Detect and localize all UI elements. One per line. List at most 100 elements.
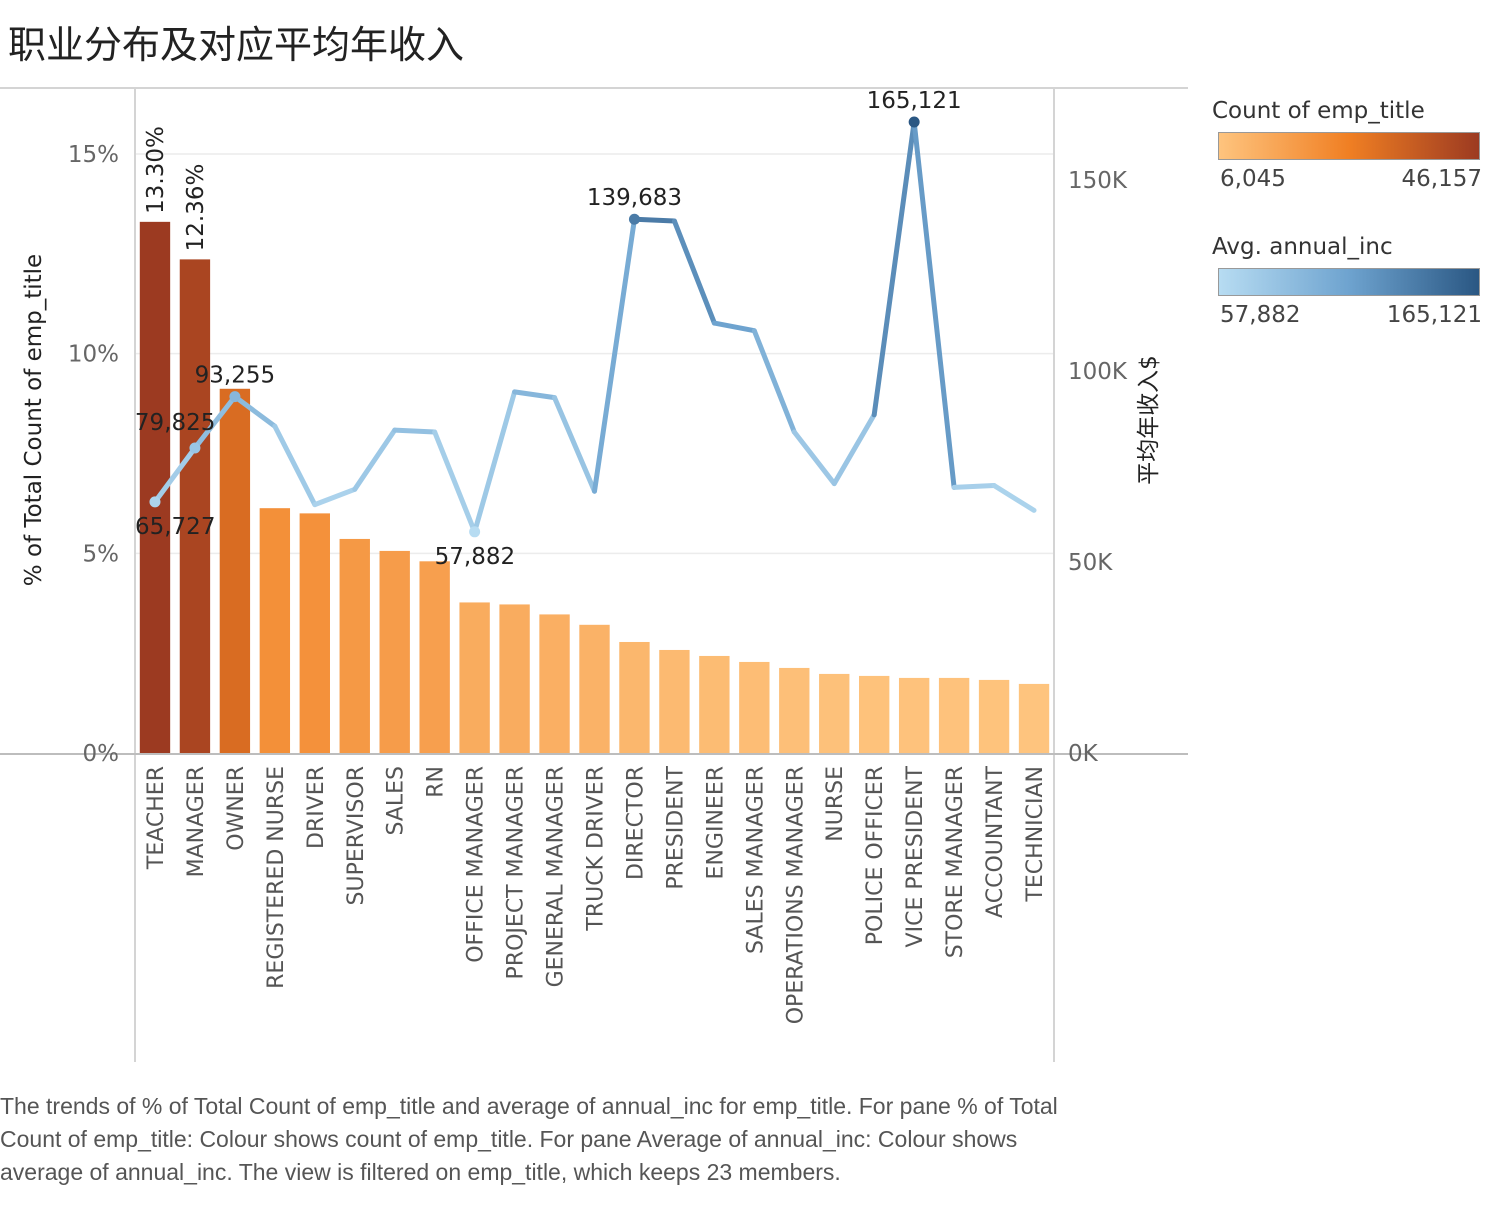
x-tick-label: REGISTERED NURSE bbox=[264, 766, 289, 989]
bar-truck-driver bbox=[579, 624, 610, 753]
x-tick-label: PROJECT MANAGER bbox=[504, 766, 529, 979]
line-point bbox=[189, 442, 201, 454]
line-segment bbox=[192, 394, 238, 451]
line-data-label: 93,255 bbox=[195, 363, 275, 389]
bar-office-manager bbox=[459, 602, 490, 753]
y2-tick-label: 0K bbox=[1068, 741, 1099, 767]
legend-count-max: 46,157 bbox=[1401, 166, 1482, 192]
bar-sales bbox=[379, 550, 410, 753]
line-segment bbox=[512, 389, 558, 401]
bar-police-officer bbox=[859, 675, 890, 753]
y-axis-title: % of Total Count of emp_title bbox=[21, 254, 47, 586]
bar-project-manager bbox=[499, 604, 530, 753]
bar-president bbox=[659, 649, 690, 753]
line-segment bbox=[472, 389, 518, 535]
x-tick-label: PRESIDENT bbox=[663, 765, 688, 889]
x-tick-label: STORE MANAGER bbox=[943, 766, 968, 958]
chart-title: 职业分布及对应平均年收入 bbox=[8, 23, 465, 67]
x-tick-label: SALES bbox=[384, 766, 409, 836]
line-data-label: 139,683 bbox=[587, 185, 682, 211]
line-segment bbox=[352, 427, 398, 492]
x-tick-label: MANAGER bbox=[184, 766, 209, 877]
x-tick-label: DRIVER bbox=[304, 766, 329, 849]
y2-axis-title: 平均年收入$ bbox=[1136, 355, 1162, 485]
line-segment bbox=[991, 482, 1037, 513]
bar-vice-president bbox=[898, 677, 930, 753]
line-segment bbox=[592, 216, 637, 494]
legend-count-gradient bbox=[1218, 132, 1480, 160]
line-segment bbox=[432, 429, 478, 535]
line-point bbox=[229, 391, 241, 403]
line-segment bbox=[552, 395, 597, 494]
bar-store-manager bbox=[938, 677, 970, 753]
income-line bbox=[149, 116, 1037, 538]
bar-sales-manager bbox=[739, 661, 770, 753]
y-tick-label: 0% bbox=[83, 741, 120, 767]
bar-manager bbox=[179, 259, 211, 753]
x-tick-label: GENERAL MANAGER bbox=[544, 766, 569, 987]
x-tick-label: DIRECTOR bbox=[623, 766, 648, 880]
x-tick-label: TECHNICIAN bbox=[1023, 766, 1048, 903]
y-tick-label: 15% bbox=[68, 142, 119, 168]
legend-income: Avg. annual_inc 57,882 165,121 bbox=[1212, 234, 1484, 328]
x-tick-label: OFFICE MANAGER bbox=[464, 766, 489, 963]
bar-general-manager bbox=[539, 614, 570, 753]
bar-nurse bbox=[819, 673, 850, 753]
line-segment bbox=[392, 427, 438, 435]
legend-income-max: 165,121 bbox=[1386, 302, 1482, 328]
line-segment bbox=[831, 412, 877, 487]
bar-data-label: 12.36% bbox=[183, 164, 209, 252]
line-data-label: 57,882 bbox=[435, 544, 515, 570]
x-tick-label: SALES MANAGER bbox=[743, 766, 768, 954]
y2-tick-label: 100K bbox=[1068, 359, 1128, 385]
chart-frame bbox=[0, 87, 1188, 1062]
bar-technician bbox=[1018, 683, 1050, 753]
x-tick-label: SUPERVISOR bbox=[344, 766, 369, 905]
x-tick-label: TRUCK DRIVER bbox=[584, 766, 609, 932]
line-segment bbox=[911, 119, 957, 490]
y2-tick-label: 50K bbox=[1068, 550, 1113, 576]
x-tick-label: OWNER bbox=[224, 766, 249, 851]
bar-engineer bbox=[699, 655, 730, 753]
legend-income-title: Avg. annual_inc bbox=[1212, 234, 1393, 260]
bar-rn bbox=[419, 561, 450, 753]
bar-supervisor bbox=[339, 538, 370, 753]
bar-director bbox=[619, 641, 650, 753]
line-data-label: 79,825 bbox=[135, 410, 215, 436]
line-data-label: 165,121 bbox=[867, 88, 962, 114]
line-segment bbox=[711, 320, 757, 334]
line-data-label: 65,727 bbox=[135, 514, 215, 540]
line-segment bbox=[871, 119, 917, 418]
data-labels: 13.30% 12.36% 65,727 79,825 93,255 57,882 139,… bbox=[135, 88, 962, 570]
x-tick-label: ACCOUNTANT bbox=[983, 765, 1008, 917]
bar-operations-manager bbox=[779, 667, 810, 753]
y-tick-label: 10% bbox=[68, 342, 119, 368]
line-point bbox=[149, 496, 161, 508]
bar-owner bbox=[219, 388, 251, 753]
line-segment bbox=[791, 429, 837, 487]
line-segment bbox=[312, 486, 358, 508]
line-point bbox=[908, 116, 920, 128]
line-segment bbox=[631, 216, 677, 224]
line-segment bbox=[152, 445, 198, 505]
y2-tick-label: 150K bbox=[1068, 168, 1128, 194]
line-segment bbox=[951, 482, 997, 490]
line-segment bbox=[751, 328, 797, 435]
legend-count-title: Count of emp_title bbox=[1212, 98, 1425, 124]
x-tick-label: NURSE bbox=[823, 766, 848, 842]
bar-registered-nurse bbox=[259, 508, 291, 753]
x-tick-label: POLICE OFFICER bbox=[863, 766, 888, 945]
legend-income-min: 57,882 bbox=[1220, 302, 1301, 328]
chart-caption: The trends of % of Total Count of emp_ti… bbox=[0, 1093, 1058, 1185]
x-tick-label: TEACHER bbox=[144, 766, 169, 870]
y-tick-label: 5% bbox=[83, 541, 120, 567]
line-segment bbox=[272, 423, 318, 508]
line-segment bbox=[232, 394, 278, 429]
axes: 0% 5% 10% 15% 0K 50K 100K 150K % of Total Count … bbox=[21, 142, 1162, 1024]
line-point bbox=[469, 526, 481, 538]
bar-accountant bbox=[978, 679, 1010, 753]
line-point bbox=[628, 213, 640, 225]
legend-income-gradient bbox=[1218, 268, 1480, 296]
combo-chart: 13.30% 12.36% 65,727 79,825 93,255 57,882 139,… bbox=[0, 87, 1188, 1062]
bar-driver bbox=[299, 513, 330, 753]
